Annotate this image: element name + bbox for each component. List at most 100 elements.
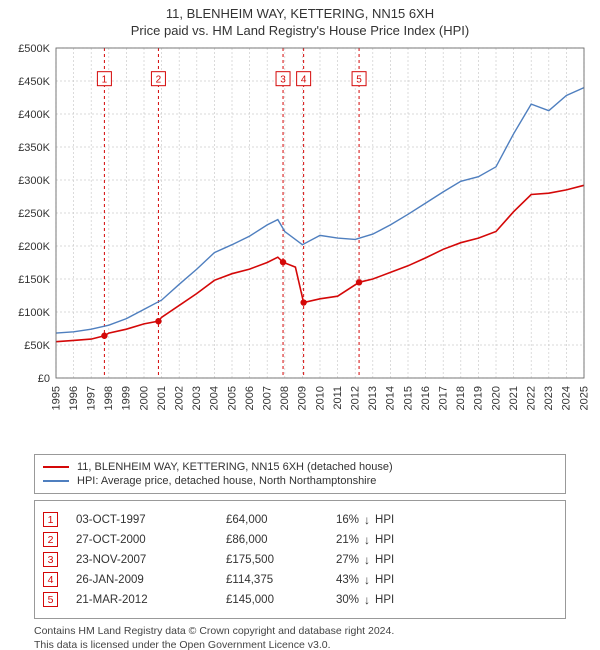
svg-text:2014: 2014 (385, 386, 397, 410)
svg-text:2002: 2002 (173, 386, 185, 410)
event-badge: 2 (43, 532, 58, 547)
legend-label: 11, BLENHEIM WAY, KETTERING, NN15 6XH (d… (77, 461, 393, 473)
svg-text:2009: 2009 (297, 386, 309, 410)
svg-text:2023: 2023 (543, 386, 555, 410)
svg-text:£100K: £100K (18, 307, 50, 319)
event-hpi-label: HPI (375, 534, 394, 546)
legend-item: 11, BLENHEIM WAY, KETTERING, NN15 6XH (d… (43, 461, 557, 473)
event-price: £86,000 (226, 534, 336, 546)
svg-text:2006: 2006 (244, 386, 256, 410)
svg-text:3: 3 (280, 75, 286, 86)
arrow-down-icon: ↓ (364, 574, 370, 586)
legend-swatch (43, 466, 69, 468)
legend-swatch (43, 480, 69, 482)
svg-text:2004: 2004 (209, 386, 221, 410)
svg-text:2007: 2007 (262, 386, 274, 410)
svg-text:£350K: £350K (18, 142, 50, 154)
svg-text:2003: 2003 (191, 386, 203, 410)
event-pct: 43% (336, 574, 359, 586)
svg-text:2018: 2018 (455, 386, 467, 410)
svg-text:£50K: £50K (24, 340, 50, 352)
svg-text:2024: 2024 (561, 386, 573, 410)
svg-text:£0: £0 (38, 373, 50, 385)
event-delta: 21% ↓ HPI (336, 534, 476, 546)
event-delta: 16% ↓ HPI (336, 514, 476, 526)
chart-svg: £0 £50K £100K £150K £200K £250K £300K £350K £400… (0, 38, 600, 448)
svg-text:£250K: £250K (18, 208, 50, 220)
svg-text:5: 5 (356, 75, 362, 86)
event-row: 3 23-NOV-2007£175,50027% ↓ HPI (43, 552, 557, 567)
arrow-down-icon: ↓ (364, 594, 370, 606)
event-badge: 4 (43, 572, 58, 587)
svg-text:2012: 2012 (350, 386, 362, 410)
events-table: 1 03-OCT-1997£64,00016% ↓ HPI 2 27-OCT-2000£8… (34, 500, 566, 619)
svg-text:1: 1 (102, 75, 108, 86)
event-price: £64,000 (226, 514, 336, 526)
event-delta: 27% ↓ HPI (336, 554, 476, 566)
event-hpi-label: HPI (375, 514, 394, 526)
svg-text:1996: 1996 (68, 386, 80, 410)
event-delta: 30% ↓ HPI (336, 594, 476, 606)
arrow-down-icon: ↓ (364, 514, 370, 526)
svg-text:2: 2 (156, 75, 162, 86)
legend-label: HPI: Average price, detached house, Nort… (77, 475, 376, 487)
svg-text:2010: 2010 (314, 386, 326, 410)
svg-text:2008: 2008 (279, 386, 291, 410)
event-price: £175,500 (226, 554, 336, 566)
svg-text:4: 4 (301, 75, 307, 86)
event-hpi-label: HPI (375, 554, 394, 566)
event-date: 26-JAN-2009 (76, 574, 226, 586)
svg-text:2000: 2000 (138, 386, 150, 410)
arrow-down-icon: ↓ (364, 534, 370, 546)
svg-text:2022: 2022 (526, 386, 538, 410)
arrow-down-icon: ↓ (364, 554, 370, 566)
event-row: 5 21-MAR-2012£145,00030% ↓ HPI (43, 592, 557, 607)
event-badge: 3 (43, 552, 58, 567)
event-date: 27-OCT-2000 (76, 534, 226, 546)
event-hpi-label: HPI (375, 594, 394, 606)
svg-text:1998: 1998 (103, 386, 115, 410)
event-badge: 5 (43, 592, 58, 607)
svg-text:2025: 2025 (578, 386, 590, 410)
svg-text:£200K: £200K (18, 241, 50, 253)
event-hpi-label: HPI (375, 574, 394, 586)
event-date: 23-NOV-2007 (76, 554, 226, 566)
attribution-line1: Contains HM Land Registry data © Crown c… (34, 625, 566, 639)
event-price: £145,000 (226, 594, 336, 606)
svg-text:2001: 2001 (156, 386, 168, 410)
event-pct: 21% (336, 534, 359, 546)
svg-text:1995: 1995 (50, 386, 62, 410)
event-row: 2 27-OCT-2000£86,00021% ↓ HPI (43, 532, 557, 547)
svg-text:2015: 2015 (402, 386, 414, 410)
svg-text:£450K: £450K (18, 76, 50, 88)
svg-text:1999: 1999 (121, 386, 133, 410)
svg-text:£300K: £300K (18, 175, 50, 187)
legend: 11, BLENHEIM WAY, KETTERING, NN15 6XH (d… (34, 454, 566, 494)
svg-text:2013: 2013 (367, 386, 379, 410)
event-date: 21-MAR-2012 (76, 594, 226, 606)
svg-text:2011: 2011 (332, 386, 344, 410)
svg-text:£150K: £150K (18, 274, 50, 286)
event-pct: 30% (336, 594, 359, 606)
event-pct: 16% (336, 514, 359, 526)
attribution-line2: This data is licensed under the Open Gov… (34, 639, 566, 650)
svg-text:£400K: £400K (18, 109, 50, 121)
svg-text:2016: 2016 (420, 386, 432, 410)
event-delta: 43% ↓ HPI (336, 574, 476, 586)
event-badge: 1 (43, 512, 58, 527)
event-row: 426-JAN-2009£114,37543%↓HPI (43, 572, 557, 587)
event-row: 1 03-OCT-1997£64,00016% ↓ HPI (43, 512, 557, 527)
svg-text:2021: 2021 (508, 386, 520, 410)
svg-text:2017: 2017 (438, 386, 450, 410)
chart-subtitle: Price paid vs. HM Land Registry's House … (0, 23, 600, 38)
legend-item: HPI: Average price, detached house, Nort… (43, 475, 557, 487)
svg-text:2019: 2019 (473, 386, 485, 410)
attribution: Contains HM Land Registry data © Crown c… (34, 625, 566, 650)
event-date: 03-OCT-1997 (76, 514, 226, 526)
svg-text:£500K: £500K (18, 43, 50, 55)
svg-text:1997: 1997 (85, 386, 97, 410)
chart-title-address: 11, BLENHEIM WAY, KETTERING, NN15 6XH (0, 6, 600, 21)
price-chart: £0 £50K £100K £150K £200K £250K £300K £350K £400… (0, 38, 600, 448)
event-pct: 27% (336, 554, 359, 566)
svg-text:2020: 2020 (490, 386, 502, 410)
